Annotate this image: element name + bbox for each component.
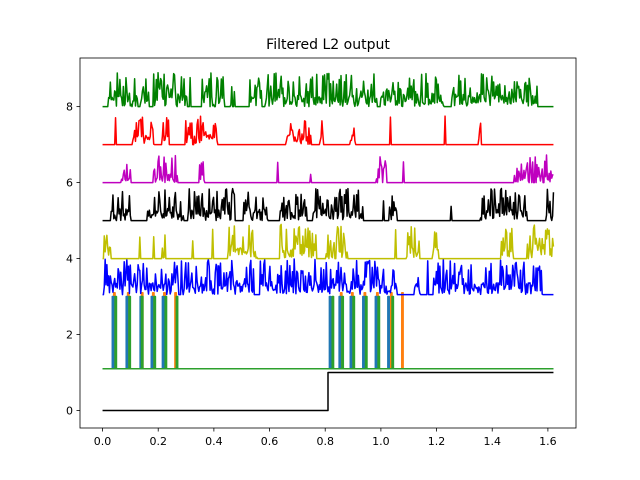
x-tick-label: 0.0 — [94, 435, 112, 448]
x-tick-label: 0.6 — [261, 435, 279, 448]
series-line-2 — [102, 295, 554, 370]
x-tick-label: 1.2 — [428, 435, 446, 448]
y-tick-label: 0 — [66, 405, 73, 418]
series-line-8 — [102, 115, 554, 146]
x-axis: 0.0 0.2 0.4 0.6 0.8 1.0 1.2 1.4 1.6 — [94, 428, 557, 448]
series-line-7 — [102, 154, 554, 184]
x-tick-label: 0.8 — [316, 435, 334, 448]
y-tick-label: 2 — [66, 329, 73, 342]
chart-title: Filtered L2 output — [266, 37, 390, 53]
x-tick-label: 0.2 — [149, 435, 167, 448]
y-tick-label: 6 — [66, 177, 73, 190]
y-tick-label: 4 — [66, 253, 73, 266]
series-layer — [102, 72, 555, 412]
plot-frame — [79, 57, 577, 429]
series-line-9 — [102, 72, 554, 108]
x-tick-label: 0.4 — [205, 435, 223, 448]
x-tick-label: 1.4 — [483, 435, 501, 448]
y-tick-label: 8 — [66, 101, 73, 114]
series-line-6 — [102, 187, 555, 222]
series-line-3 — [102, 295, 554, 370]
series-line-4 — [102, 258, 554, 296]
series-line-5 — [102, 223, 555, 260]
x-tick-label: 1.0 — [372, 435, 390, 448]
series-line-0 — [102, 371, 554, 412]
y-axis: 0 2 4 6 8 — [66, 101, 80, 418]
x-tick-label: 1.6 — [539, 435, 557, 448]
